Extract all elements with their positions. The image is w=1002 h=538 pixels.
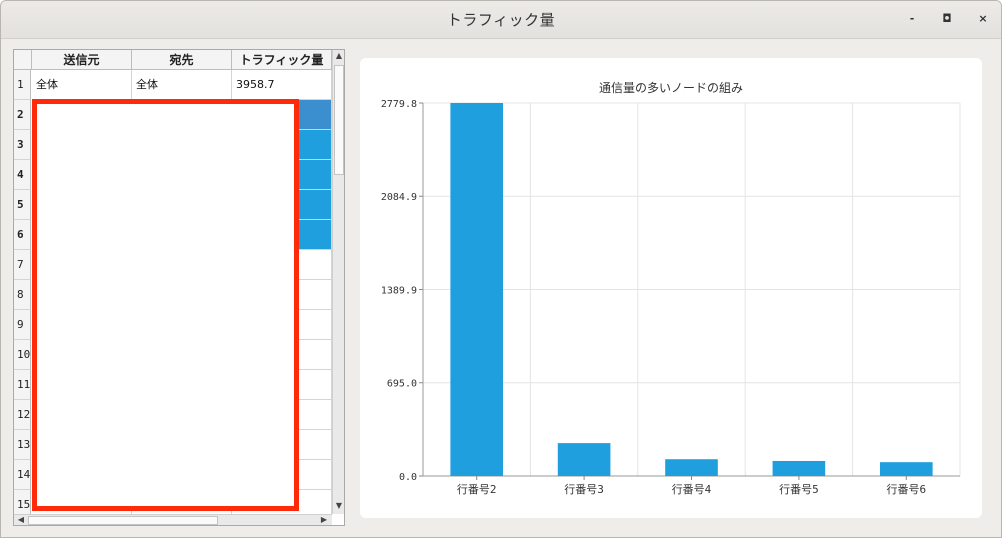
y-tick-label: 2084.9: [381, 192, 417, 203]
bar-行番号4: [665, 459, 718, 476]
scroll-right-icon[interactable]: ▶: [320, 515, 328, 524]
table-cell[interactable]: 3958.7: [232, 70, 332, 100]
x-tick-label: 行番号4: [672, 483, 712, 496]
scroll-up-icon[interactable]: ▲: [335, 51, 343, 60]
row-header-3[interactable]: 3: [14, 130, 31, 160]
title-bar: トラフィック量 - ◘ ×: [1, 1, 1001, 39]
table-corner: [14, 50, 32, 70]
y-tick-label: 0.0: [399, 472, 417, 483]
row-header-6[interactable]: 6: [14, 220, 31, 250]
row-header-5[interactable]: 5: [14, 190, 31, 220]
bar-chart: 0.0 695.0 1389.9 2084.9 2779.8 行番号2 行番号3 行番号4 行番…: [381, 99, 961, 496]
row-header-2[interactable]: 2: [14, 100, 31, 130]
row-header-12[interactable]: 12: [14, 400, 31, 430]
chart-panel: 通信量の多いノードの組み 0.0 695.0 1389.9 2084.9 2779.8 行…: [360, 58, 982, 518]
minimize-button[interactable]: -: [909, 12, 915, 25]
bar-行番号2: [450, 103, 504, 476]
y-tick-label: 2779.8: [381, 99, 417, 110]
horizontal-scroll-thumb[interactable]: [28, 516, 218, 525]
vertical-scroll-thumb[interactable]: [334, 65, 344, 175]
x-tick-label: 行番号6: [886, 483, 926, 496]
row-header-7[interactable]: 7: [14, 250, 31, 280]
row-header-8[interactable]: 8: [14, 280, 31, 310]
row-header-14[interactable]: 14: [14, 460, 31, 490]
close-button[interactable]: ×: [978, 12, 988, 25]
window-title: トラフィック量: [446, 11, 556, 29]
chart-title: 通信量の多いノードの組み: [598, 81, 743, 95]
scroll-left-icon[interactable]: ◀: [17, 515, 25, 524]
row-header-1[interactable]: 1: [14, 70, 31, 100]
bar-行番号5: [772, 460, 826, 476]
redaction-box: [32, 99, 299, 511]
y-tick-label: 695.0: [387, 379, 417, 390]
table-cell[interactable]: 全体: [132, 70, 232, 100]
column-header-destination[interactable]: 宛先: [132, 50, 232, 70]
horizontal-scrollbar[interactable]: ◀ ▶: [14, 514, 332, 525]
vertical-scrollbar[interactable]: ▲ ▼: [332, 50, 344, 514]
row-header-9[interactable]: 9: [14, 310, 31, 340]
x-tick-label: 行番号5: [779, 483, 819, 496]
bar-行番号3: [557, 443, 611, 476]
row-header-4[interactable]: 4: [14, 160, 31, 190]
y-tick-label: 1389.9: [381, 286, 417, 297]
row-header-10[interactable]: 10: [14, 340, 31, 370]
row-header-13[interactable]: 13: [14, 430, 31, 460]
column-header-source[interactable]: 送信元: [32, 50, 132, 70]
row-header-15[interactable]: 15: [14, 490, 31, 520]
table-cell[interactable]: 全体: [32, 70, 132, 100]
column-header-traffic[interactable]: トラフィック量: [232, 50, 332, 70]
x-tick-label: 行番号3: [564, 483, 604, 496]
scroll-down-icon[interactable]: ▼: [335, 501, 343, 510]
row-header-11[interactable]: 11: [14, 370, 31, 400]
bar-行番号6: [879, 462, 933, 476]
x-tick-label: 行番号2: [457, 483, 497, 496]
maximize-button[interactable]: ◘: [942, 12, 952, 25]
